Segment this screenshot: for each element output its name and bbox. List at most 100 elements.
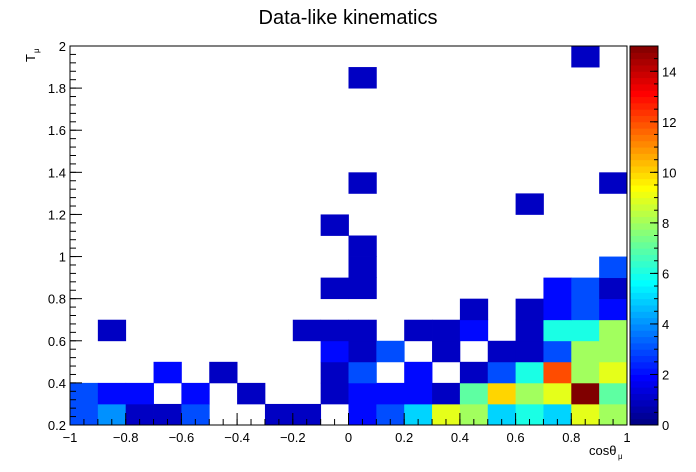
colorbar-segment: [630, 147, 658, 154]
x-axis-label-main: cosθ: [589, 443, 616, 458]
colorbar-segment: [630, 216, 658, 224]
heatmap-cell-51: [571, 340, 600, 363]
heatmap-cell-73: [599, 277, 628, 300]
heatmap-cell-39: [487, 361, 516, 384]
y-tick-label: 0.8: [48, 292, 66, 307]
colorbar-segment: [630, 109, 658, 116]
colorbar-segment: [630, 172, 658, 180]
colorbar-segment: [630, 368, 658, 375]
heatmap-cell-8: [376, 403, 405, 426]
heatmap-cell-42: [571, 361, 600, 384]
colorbar-segment: [630, 229, 658, 236]
colorbar-segment: [630, 96, 658, 104]
heatmap-cell-7: [348, 403, 377, 426]
heatmap-cell-30: [543, 382, 572, 405]
heatmap-cell-33: [153, 361, 182, 384]
colorbar-segment: [630, 166, 658, 173]
colorbar-segment: [630, 197, 658, 205]
heatmap-cell-6: [292, 403, 322, 426]
y-tick-label: 1.8: [48, 81, 66, 96]
x-tick-label: −1: [63, 430, 78, 445]
x-tick-label: 0.2: [395, 430, 413, 445]
colorbar-segment: [630, 374, 658, 382]
colorbar-segment: [630, 412, 658, 420]
colorbar: 0 2 4 6 8 10 12 14: [629, 45, 676, 433]
heatmap-cell-47: [432, 340, 461, 363]
colorbar-segment: [630, 349, 658, 357]
heatmap-cell-63: [599, 319, 628, 342]
x-tick-label: −0.6: [169, 430, 195, 445]
colorbar-segment: [630, 254, 658, 262]
heatmap-cell-53: [97, 319, 127, 342]
colorbar-tick-label: 4: [662, 317, 669, 332]
colorbar-segment: [630, 279, 658, 287]
x-tick-label: 0.6: [507, 430, 525, 445]
colorbar-segment: [630, 71, 658, 79]
y-tick-label: 0.2: [48, 418, 66, 433]
heatmap-cell-4: [181, 403, 210, 426]
colorbar-tick-label: 12: [662, 115, 676, 130]
heatmap-cell-80: [599, 172, 628, 194]
heatmap-cell-9: [404, 403, 433, 426]
colorbar-segment: [630, 330, 658, 338]
colorbar-segment: [630, 115, 658, 123]
heatmap-cell-2: [125, 403, 154, 426]
heatmap-cell-56: [348, 319, 377, 342]
heatmap-cell-79: [348, 172, 377, 194]
heatmap-cell-38: [459, 361, 489, 384]
y-tick-label: 1.2: [48, 207, 66, 222]
colorbar-segment: [630, 292, 658, 300]
colorbar-segment: [630, 418, 658, 426]
x-tick-label: 0.8: [562, 430, 580, 445]
heatmap-cell-44: [320, 340, 349, 363]
heatmap-cell-25: [404, 382, 433, 405]
heatmap-cell-37: [404, 361, 433, 384]
heatmap-cell-62: [571, 319, 600, 342]
heatmap-cell-11: [459, 403, 489, 426]
heatmap-cell-48: [487, 340, 516, 363]
x-axis-label: cosθ μ: [589, 443, 623, 461]
colorbar-segment: [630, 140, 658, 148]
heatmap-cell-1: [97, 403, 127, 426]
heatmap-cell-45: [348, 340, 377, 363]
colorbar-segment: [630, 52, 658, 60]
heatmap-cell-27: [459, 382, 489, 405]
heatmap-cell-69: [320, 277, 349, 300]
heatmap-cell-13: [515, 403, 544, 426]
colorbar-segment: [630, 260, 658, 268]
heatmap-cell-74: [348, 256, 377, 279]
heatmap-cell-71: [543, 277, 572, 300]
colorbar-tick-label: 2: [662, 367, 669, 382]
colorbar-segment: [630, 406, 658, 413]
colorbar-segment: [630, 399, 658, 407]
heatmap-cell-75: [599, 256, 628, 279]
heatmap-cell-15: [571, 403, 600, 426]
heatmap-cell-40: [515, 361, 544, 384]
colorbar-segment: [630, 235, 658, 243]
heatmap-cell-21: [237, 382, 266, 405]
colorbar-segment: [630, 46, 658, 53]
heatmap-cell-28: [487, 382, 516, 405]
colorbar-tick-label: 14: [662, 64, 676, 79]
heatmap-cell-10: [432, 403, 461, 426]
colorbar-segment: [630, 178, 658, 186]
y-axis-label: T μ: [23, 48, 41, 62]
heatmap-cell-5: [264, 403, 294, 426]
heatmap-cell-34: [209, 361, 238, 384]
heatmap-cell-0: [70, 403, 99, 426]
heatmap-cell-26: [432, 382, 461, 405]
heatmap-cell-46: [376, 340, 405, 363]
colorbar-segment: [630, 121, 658, 129]
x-axis-label-sub: μ: [618, 452, 623, 461]
heatmap-cell-66: [543, 298, 572, 321]
axes: −1 −0.8 −0.6 −0.4 −0.2 0 0.2 0.4 0.6 0.8 1 0.2 0.4 0.…: [48, 39, 631, 445]
colorbar-segment: [630, 134, 658, 142]
y-tick-label: 0.6: [48, 334, 66, 349]
y-tick-label: 1.4: [48, 165, 66, 180]
y-axis-label-main: T: [23, 54, 38, 62]
y-tick-label: 0.4: [48, 376, 66, 391]
heatmap-cell-72: [571, 277, 600, 300]
heatmap-cell-41: [543, 361, 572, 384]
colorbar-tick-label: 8: [662, 216, 669, 231]
heatmap-cell-52: [599, 340, 628, 363]
